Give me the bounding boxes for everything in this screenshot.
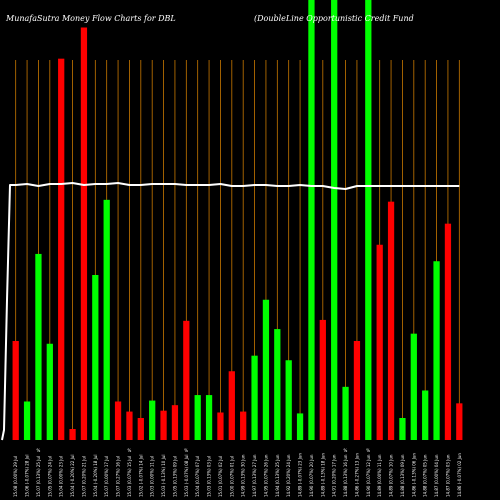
x-tick-label: 14.99 (0.13%) 30 Jun — [241, 454, 246, 497]
bar-26 — [296, 413, 304, 440]
x-tick-label: 14.86 (-0.27%) 13 Jun — [354, 453, 359, 497]
percent-mark: % — [366, 448, 370, 453]
x-tick-label: 15.04 (0.00%) 23 Jul — [59, 456, 64, 497]
bar-38 — [433, 261, 440, 440]
bar-29 — [331, 0, 338, 440]
bar-32 — [365, 0, 372, 440]
bar-35 — [399, 418, 406, 440]
x-tick-label: 14.94 (0.13%) 25 Jun — [275, 454, 280, 497]
x-tick-label: 15.03 (0.13%) 03 Jul — [207, 456, 212, 497]
x-tick-label: 14.86 (-0.07%) 02 Jun — [457, 453, 462, 497]
bar-37 — [422, 390, 429, 440]
bar-15 — [171, 405, 179, 440]
bar-10 — [114, 401, 122, 440]
x-tick-label: 14.91 (0.20%) 17 Jun — [332, 454, 337, 497]
bar-1 — [12, 341, 19, 440]
bar-19 — [217, 412, 224, 440]
bar-40 — [456, 403, 463, 440]
x-tick-label: 15.04 (0.07%) 07 Jul — [195, 456, 200, 497]
x-tick-label: 14.89 (-0.07%) 23 Jun — [298, 453, 303, 497]
x-tick-label: 15.06 (-0.07%) 28 Jul — [25, 455, 30, 497]
x-tick-label: 14.89 (0.07%) 10 Jun — [389, 454, 394, 497]
bar-23 — [262, 299, 270, 440]
x-tick-label: 15.07 (0.27%) 16 Jul — [116, 456, 121, 497]
bar-28 — [319, 319, 326, 440]
x-tick-label: 14.88 (0.07%) 05 Jun — [423, 454, 428, 497]
bar-14 — [160, 410, 167, 440]
price-line — [1, 182, 460, 441]
bar-18 — [205, 395, 213, 440]
x-tick-label: 14.86 (-0.13%) 06 Jun — [411, 453, 416, 497]
x-tick-label: 14.89 (-0.13%) 18 Jun — [320, 453, 325, 497]
x-tick-label: 14.95 (0.07%) 26 Jun — [263, 454, 268, 497]
bar-20 — [228, 371, 235, 440]
tick-labels: 15.08 (0.00%) 29 Jul 15.06 (-0.07%) 28 Ju… — [13, 448, 462, 497]
bar-36 — [410, 333, 417, 440]
chart-title: MunafaSutra Money Flow Charts for DBL — [5, 14, 176, 23]
x-tick-label: 15.07 (0.00%) 17 Jul — [104, 456, 109, 497]
bar-33 — [376, 244, 383, 440]
bar-12 — [137, 418, 144, 440]
x-tick-label: 14.97 (0.13%) 27 Jun — [252, 454, 257, 497]
bar-7 — [80, 27, 88, 440]
x-tick-label: 15.01 (0.07%) 02 Jul — [218, 456, 223, 497]
bar-39 — [444, 223, 452, 440]
bar-11 — [126, 411, 133, 440]
bar-21 — [240, 411, 247, 440]
bar-3 — [35, 253, 42, 440]
percent-mark: % — [36, 448, 40, 453]
x-tick-label: 14.88 (0.13%) 16 Jun — [343, 454, 348, 497]
bar-8 — [92, 275, 99, 440]
x-tick-label: 15.03 (-0.13%) 10 Jul — [161, 455, 166, 497]
x-tick-label: 14.90 (0.07%) 12 Jun — [366, 454, 371, 497]
bar-22 — [251, 355, 258, 440]
bar-24 — [274, 329, 281, 440]
bar-2 — [23, 401, 31, 440]
x-tick-label: 14.92 (0.20%) 24 Jun — [286, 454, 291, 497]
percent-mark: % — [184, 448, 188, 453]
x-tick-label: 15.03 (0.07%) 15 Jul — [127, 456, 132, 497]
x-tick-label: 15.08 (0.00%) 29 Jul — [13, 456, 18, 497]
bar-5 — [58, 58, 65, 441]
bar-25 — [285, 360, 292, 440]
x-tick-label: 15.00 (0.07%) 01 Jul — [229, 456, 234, 497]
x-tick-label: 15.07 (0.20%) 21 Jul — [81, 456, 86, 497]
x-tick-label: 15.05 (0.07%) 24 Jul — [47, 456, 52, 497]
x-tick-label: 15.04 (-0.20%) 22 Jul — [70, 455, 75, 497]
x-tick-label: 15.03 (-0.07%) 08 Jul — [184, 455, 189, 497]
x-tick-label: 15.04 (-0.20%) 18 Jul — [93, 455, 98, 497]
x-tick-label: 15.05 (0.13%) 09 Jul — [172, 456, 177, 497]
percent-mark: % — [127, 448, 131, 453]
bar-27 — [308, 0, 315, 440]
chart-subtitle: (DoubleLine Opportunistic Credit Fund — [254, 14, 414, 23]
bar-13 — [149, 400, 156, 440]
bars — [12, 0, 463, 441]
x-tick-label: 15.02 (-0.07%) 14 Jul — [138, 455, 143, 497]
x-tick-label: 15.03 (0.00%) 11 Jul — [150, 456, 155, 497]
x-tick-label: 14.90 (0.07%) 20 Jun — [309, 454, 314, 497]
bar-31 — [353, 341, 361, 440]
price-line-group — [1, 182, 460, 441]
bar-34 — [387, 201, 395, 440]
x-tick-label: 14.89 (0.00%) 11 Jun — [377, 454, 382, 497]
x-tick-label: 14.88 (0.13%) 09 Jun — [400, 454, 405, 497]
bar-17 — [194, 395, 201, 440]
bar-30 — [342, 386, 349, 440]
bar-4 — [46, 343, 53, 440]
percent-mark: % — [344, 448, 348, 453]
bar-9 — [103, 199, 110, 440]
bar-16 — [183, 320, 190, 440]
x-tick-label: 14.87 (0.00%) 04 Jun — [434, 454, 439, 497]
x-tick-label: 14.87 (0.07%) 03 Jun — [445, 454, 450, 497]
x-tick-label: 15.07 (0.13%) 25 Jul — [36, 456, 41, 497]
bar-6 — [69, 429, 76, 440]
